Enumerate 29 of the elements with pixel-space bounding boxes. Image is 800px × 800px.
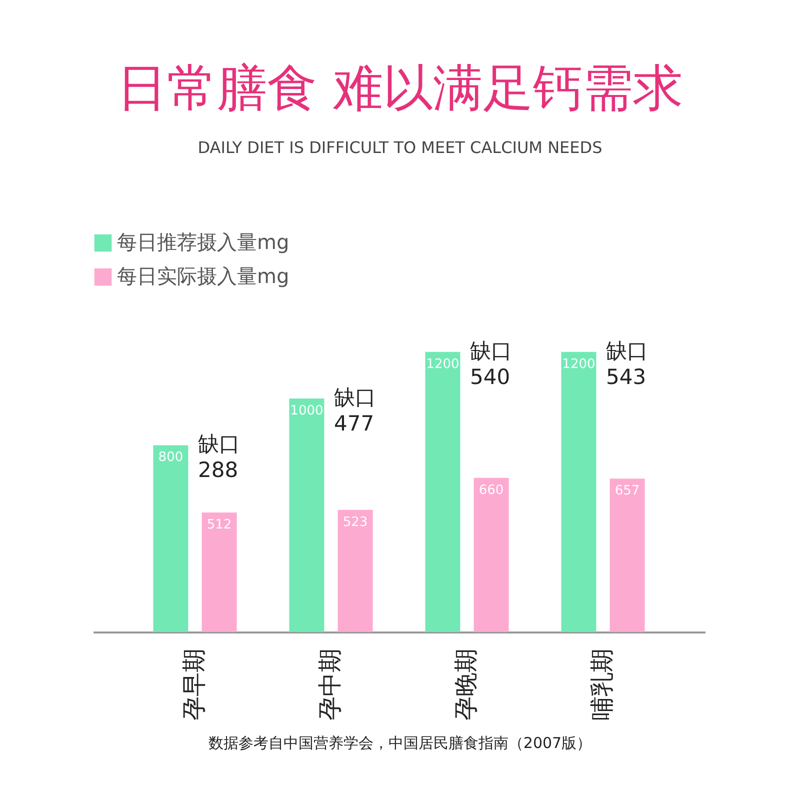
annotation: 缺口 543 bbox=[606, 338, 648, 389]
annotation: 缺口 540 bbox=[470, 338, 512, 389]
data-label: 1000 bbox=[290, 404, 324, 419]
data-label: 657 bbox=[614, 484, 640, 499]
legend-label: 每日实际摄入量mg bbox=[117, 264, 290, 288]
x-tick-label: 孕早期 bbox=[180, 648, 208, 720]
bar bbox=[202, 512, 237, 632]
data-label: 512 bbox=[206, 517, 232, 532]
chart-subtitle: DAILY DIET IS DIFFICULT TO MEET CALCIUM NEEDS bbox=[198, 138, 602, 157]
annotation: 缺口 477 bbox=[334, 386, 376, 436]
data-label: 660 bbox=[478, 482, 504, 498]
x-tick-label: 哺乳期 bbox=[588, 648, 616, 720]
bar bbox=[289, 398, 324, 632]
bar bbox=[474, 478, 509, 632]
bar bbox=[425, 352, 460, 632]
legend-label: 每日推荐摄入量mg bbox=[117, 230, 290, 254]
x-tick-label: 孕中期 bbox=[316, 648, 344, 720]
data-label: 523 bbox=[342, 514, 368, 530]
text: 数据参考自中国营养学会，中国居民膳食指南（2007版） bbox=[208, 734, 592, 752]
data-label: 1200 bbox=[562, 356, 596, 372]
x-tick-label: 孕晚期 bbox=[452, 648, 480, 720]
bar bbox=[610, 478, 645, 632]
bar bbox=[561, 352, 596, 632]
data-label: 800 bbox=[158, 450, 184, 466]
bar bbox=[338, 510, 373, 632]
bar bbox=[153, 445, 188, 632]
chart-title: 日常膳食 难以满足钙需求 bbox=[117, 59, 683, 117]
annotation: 缺口 288 bbox=[198, 432, 240, 482]
data-label: 1200 bbox=[426, 356, 460, 372]
